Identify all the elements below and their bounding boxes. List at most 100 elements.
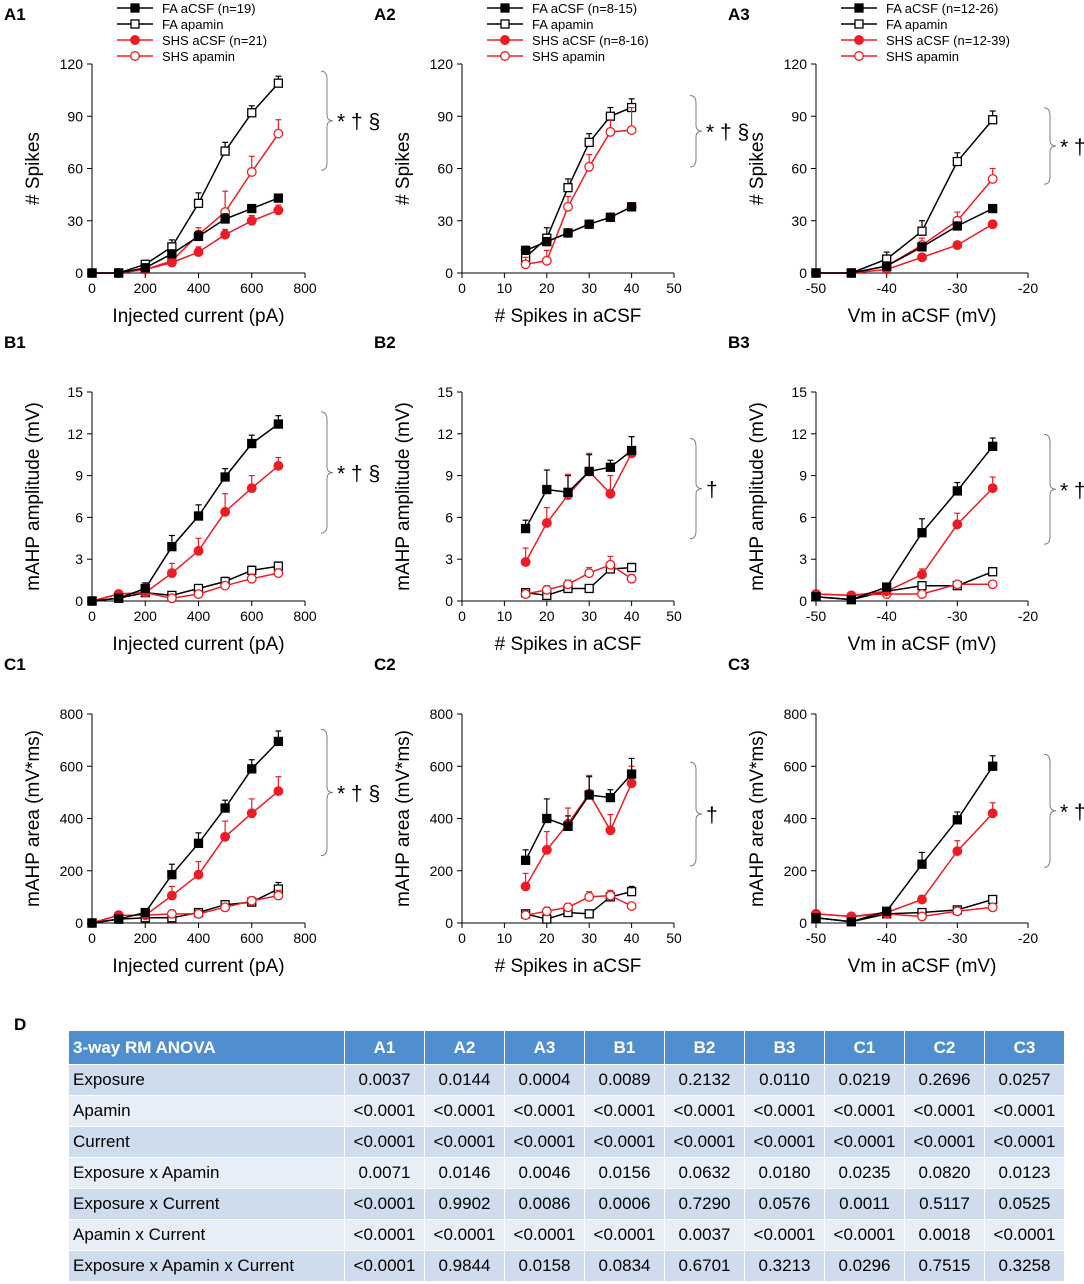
x-axis-label: Injected current (pA) [112, 956, 284, 977]
table-cell: 0.0011 [824, 1188, 905, 1220]
legend-label: FA aCSF (n=12-26) [886, 1, 998, 16]
y-tick-label: 12 [67, 426, 83, 442]
data-point [520, 589, 531, 599]
data-point [273, 890, 284, 901]
table-cell: 0.0146 [424, 1157, 505, 1189]
x-tick-label: -50 [806, 608, 826, 624]
data-point [541, 906, 552, 917]
data-point [917, 589, 927, 599]
table-cell: 0.0110 [744, 1064, 825, 1096]
data-point [605, 212, 616, 222]
data-point [140, 907, 150, 918]
data-point [882, 261, 892, 271]
y-tick-label: 0 [445, 265, 453, 281]
data-point [605, 890, 616, 901]
significance-bracket [320, 70, 334, 171]
table-cell: 0.0632 [664, 1157, 745, 1189]
y-tick-label: 800 [784, 706, 808, 722]
data-point [247, 565, 257, 575]
y-tick-label: 60 [791, 161, 807, 177]
series-fa-acsf [87, 415, 284, 606]
table-cell: <0.0001 [424, 1219, 505, 1251]
series-fa-acsf [520, 435, 637, 534]
x-tick-label: 30 [581, 280, 597, 296]
y-axis-label: mAHP area (mV*ms) [747, 730, 768, 907]
data-point [166, 593, 177, 604]
series-line [525, 106, 632, 258]
x-axis-label: # Spikes in aCSF [495, 956, 642, 977]
data-point [846, 917, 856, 927]
table-cell: <0.0001 [344, 1188, 425, 1220]
series-line [524, 449, 633, 529]
data-point [113, 268, 124, 278]
data-point [193, 838, 204, 848]
significance-annotation: * † § [1060, 479, 1084, 502]
data-point [246, 167, 257, 177]
data-point [273, 568, 284, 579]
panel-label: C1 [4, 655, 26, 674]
data-point [811, 592, 821, 602]
series-line [525, 890, 632, 920]
y-tick-label: 9 [75, 468, 83, 484]
legend-label: SHS apamin [162, 49, 235, 64]
data-point [605, 126, 616, 137]
y-tick-label: 0 [799, 593, 807, 609]
panel-label: A3 [728, 5, 750, 24]
data-point [811, 913, 821, 923]
legend-label: SHS apamin [886, 49, 959, 64]
data-point [542, 813, 552, 824]
x-axis-label: # Spikes in aCSF [495, 634, 642, 655]
data-point [541, 844, 552, 855]
y-tick-label: 90 [791, 108, 807, 124]
y-tick-label: 0 [75, 265, 83, 281]
significance-annotation: * † § [337, 463, 380, 486]
table-cell: <0.0001 [904, 1126, 985, 1158]
x-tick-label: 600 [240, 608, 264, 624]
legend-marker [854, 51, 864, 61]
data-point [584, 466, 594, 477]
table-header-a1: A1 [344, 1030, 425, 1065]
series-shs-apamin [520, 889, 637, 921]
significance-bracket [1043, 433, 1057, 545]
x-tick-label: 200 [134, 280, 158, 296]
data-point [987, 808, 998, 819]
data-point [988, 567, 998, 577]
table-cell: <0.0001 [744, 1219, 825, 1251]
table-header-row: 3-way RM ANOVA A1 A2 A3 B1 B2 B3 C1 C2 C3 [68, 1030, 1065, 1065]
table-cell: 0.3213 [744, 1250, 825, 1282]
data-point [626, 573, 637, 584]
data-point [952, 579, 963, 590]
series-line [815, 812, 994, 918]
table-cell: 0.0086 [504, 1188, 585, 1220]
y-axis-label: # Spikes [393, 132, 414, 205]
table-cell: 0.0046 [504, 1157, 585, 1189]
series-fa-acsf [811, 203, 998, 278]
y-tick-label: 0 [75, 593, 83, 609]
series-shs-acsf [811, 219, 998, 278]
y-tick-label: 90 [437, 108, 453, 124]
data-point [140, 263, 150, 273]
x-tick-label: 800 [293, 930, 317, 946]
data-point [246, 895, 257, 906]
data-point [584, 161, 595, 172]
data-point [988, 115, 998, 125]
series-line [815, 765, 994, 923]
data-point [917, 226, 927, 236]
y-tick-label: 800 [430, 706, 454, 722]
data-point [605, 792, 616, 803]
table-header-b1: B1 [584, 1030, 665, 1065]
y-tick-label: 0 [445, 915, 453, 931]
data-point [113, 593, 124, 603]
data-point [882, 906, 892, 916]
series-shs-acsf [520, 765, 637, 892]
data-point [542, 914, 552, 924]
x-tick-label: 400 [187, 280, 211, 296]
legend-label: FA apamin [886, 17, 947, 32]
data-point [626, 769, 637, 779]
y-tick-label: 12 [791, 426, 807, 442]
y-tick-label: 9 [799, 468, 807, 484]
panel-label: B1 [4, 333, 26, 352]
data-point [541, 584, 552, 595]
table-cell: 0.7290 [664, 1188, 745, 1220]
